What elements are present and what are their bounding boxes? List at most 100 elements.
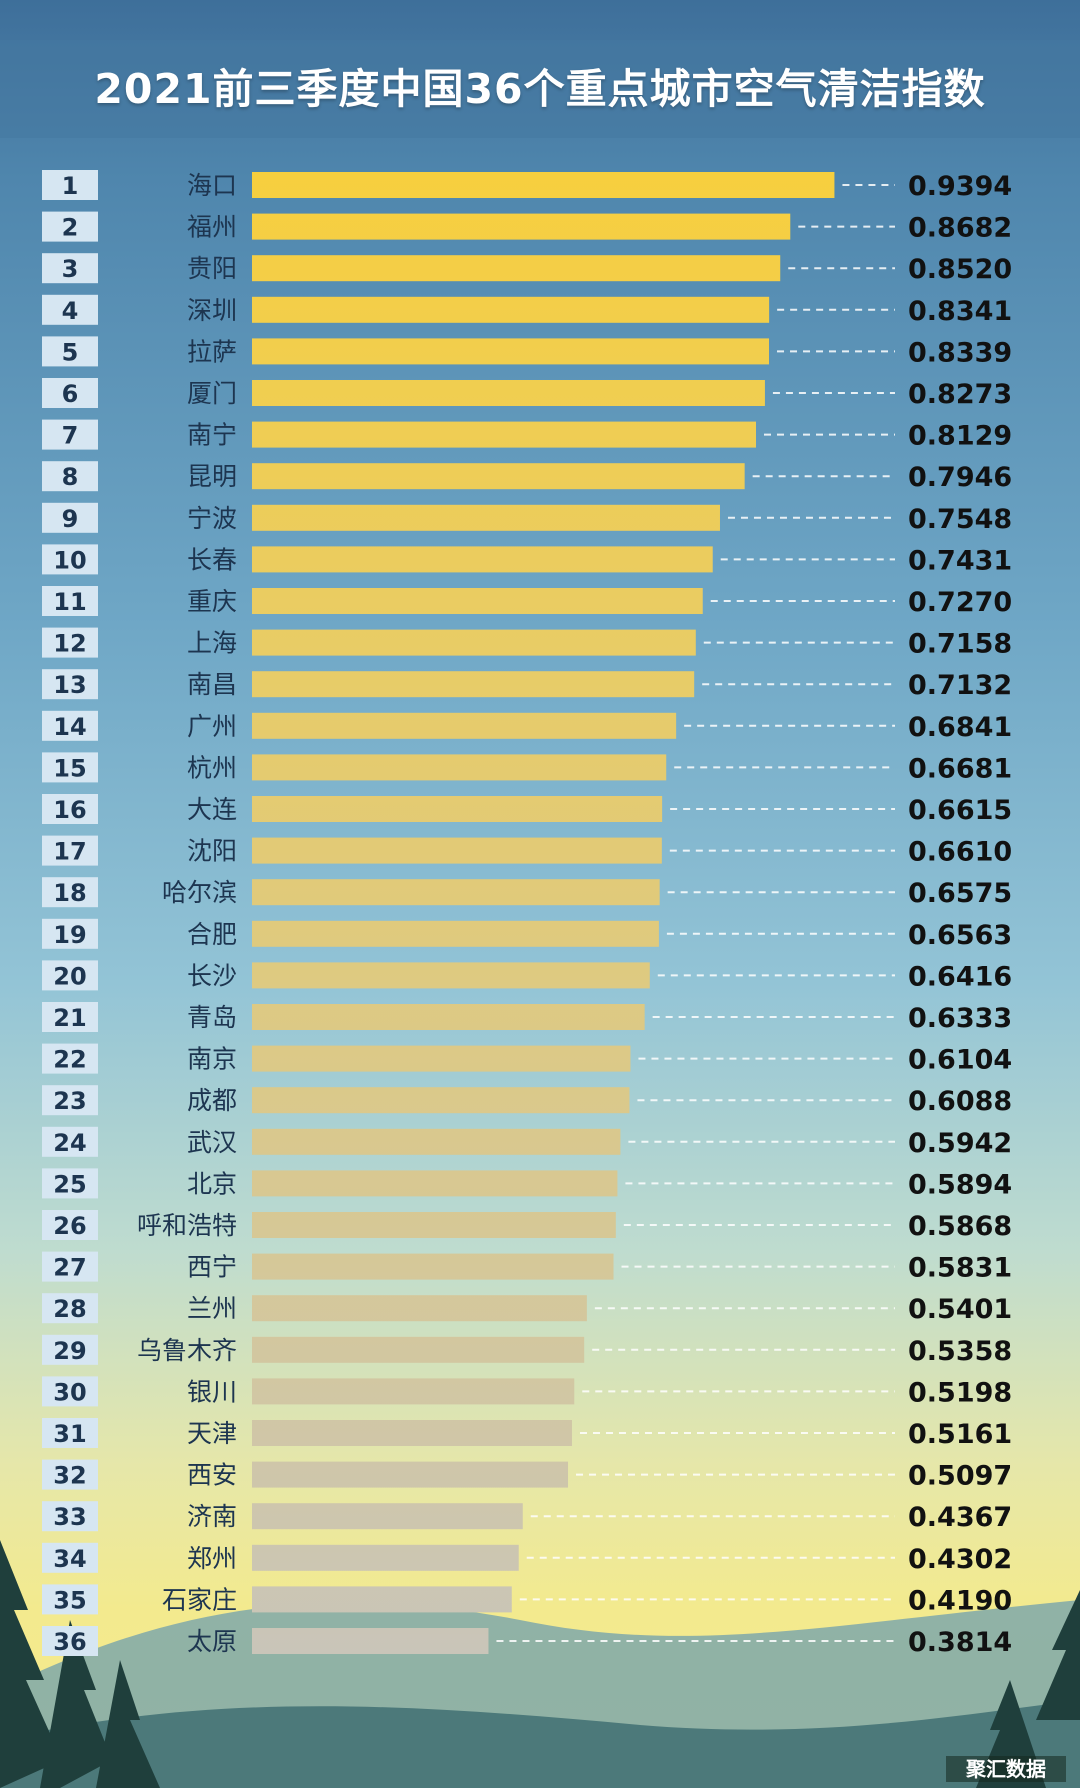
rank-badge [42, 461, 98, 492]
bar [252, 1295, 587, 1322]
city-label: 宁波 [187, 504, 237, 533]
rank-badge [42, 586, 98, 616]
value-label: 0.6615 [908, 795, 1012, 826]
bar [252, 172, 835, 198]
rank-badge [42, 1168, 98, 1199]
city-label: 上海 [187, 629, 237, 658]
value-label: 0.7270 [908, 587, 1012, 618]
rank-badge [42, 419, 98, 450]
rank-label: 5 [62, 338, 79, 366]
value-label: 0.4367 [908, 1502, 1012, 1533]
city-label: 西宁 [187, 1253, 237, 1282]
rank-badge [42, 877, 98, 908]
rank-label: 32 [53, 1462, 86, 1490]
city-label: 银川 [187, 1377, 237, 1406]
bar [252, 629, 696, 656]
value-label: 0.7548 [908, 504, 1012, 535]
bar [252, 1503, 523, 1530]
rank-badge [42, 1251, 98, 1282]
city-label: 兰州 [187, 1294, 237, 1323]
city-label: 乌鲁木齐 [137, 1336, 237, 1365]
value-label: 0.6841 [908, 712, 1012, 743]
value-label: 0.8273 [908, 379, 1012, 410]
rank-badge [42, 170, 98, 200]
bar [252, 754, 667, 781]
value-label: 0.7946 [908, 462, 1012, 493]
bar [252, 338, 770, 365]
value-label: 0.3814 [908, 1627, 1012, 1658]
rank-badge [42, 794, 98, 824]
rank-label: 23 [53, 1087, 86, 1115]
value-label: 0.6575 [908, 878, 1012, 909]
rank-label: 14 [53, 713, 86, 741]
rank-badge [42, 544, 98, 575]
city-label: 南昌 [187, 670, 237, 699]
city-label: 长春 [187, 545, 237, 574]
chart-title: 2021前三季度中国36个重点城市空气清洁指数 [94, 65, 986, 113]
city-label: 合肥 [187, 920, 237, 949]
bar [252, 712, 677, 739]
value-label: 0.5401 [908, 1294, 1012, 1325]
city-label: 西安 [187, 1461, 237, 1490]
city-label: 昆明 [187, 462, 237, 491]
value-label: 0.5894 [908, 1169, 1012, 1200]
bar [252, 421, 756, 448]
bar [252, 1420, 572, 1446]
rank-badge [42, 752, 98, 783]
rank-label: 18 [53, 879, 86, 907]
rank-badge [42, 1626, 98, 1656]
bar [252, 1170, 618, 1197]
city-label: 成都 [187, 1086, 237, 1115]
rank-badge [42, 1584, 98, 1615]
rank-label: 13 [53, 671, 86, 699]
rank-badge [42, 1376, 98, 1407]
bar [252, 1586, 512, 1613]
rank-label: 12 [53, 630, 86, 658]
bar [252, 1253, 614, 1280]
rank-badge [42, 1126, 98, 1157]
city-label: 武汉 [187, 1128, 237, 1157]
title-band [0, 40, 1080, 138]
rank-label: 34 [53, 1545, 86, 1573]
rank-badge [42, 960, 98, 991]
rank-badge [42, 918, 98, 949]
value-label: 0.6088 [908, 1086, 1012, 1117]
bar [252, 588, 703, 614]
rank-label: 21 [53, 1004, 86, 1032]
bar [252, 1336, 585, 1363]
rank-label: 4 [62, 297, 79, 325]
value-label: 0.6681 [908, 753, 1012, 784]
value-label: 0.5161 [908, 1419, 1012, 1450]
rank-badge [42, 336, 98, 367]
rank-badge [42, 710, 98, 741]
rank-badge [42, 1418, 98, 1448]
rank-label: 30 [53, 1378, 86, 1406]
rank-label: 9 [62, 505, 79, 533]
value-label: 0.5097 [908, 1461, 1012, 1492]
rank-label: 1 [62, 172, 79, 200]
watermark: 聚汇数据 [946, 1756, 1066, 1782]
city-label: 重庆 [187, 587, 237, 616]
city-label: 沈阳 [187, 837, 237, 866]
bar [252, 546, 713, 573]
bar [252, 1628, 489, 1654]
rank-label: 17 [53, 838, 86, 866]
rank-badge [42, 1085, 98, 1116]
rank-badge [42, 1334, 98, 1365]
rank-badge [42, 253, 98, 284]
bar [252, 962, 650, 989]
city-label: 青岛 [187, 1003, 237, 1032]
bar [252, 255, 781, 282]
bar [252, 1128, 621, 1155]
bar [252, 213, 791, 240]
city-label: 深圳 [187, 296, 237, 325]
rank-label: 19 [53, 921, 86, 949]
value-label: 0.5868 [908, 1211, 1012, 1242]
city-label: 天津 [187, 1419, 237, 1448]
value-label: 0.7132 [908, 670, 1012, 701]
city-label: 贵阳 [187, 254, 237, 283]
rank-label: 10 [53, 546, 86, 574]
rank-badge [42, 1293, 98, 1324]
city-label: 海口 [187, 171, 237, 200]
